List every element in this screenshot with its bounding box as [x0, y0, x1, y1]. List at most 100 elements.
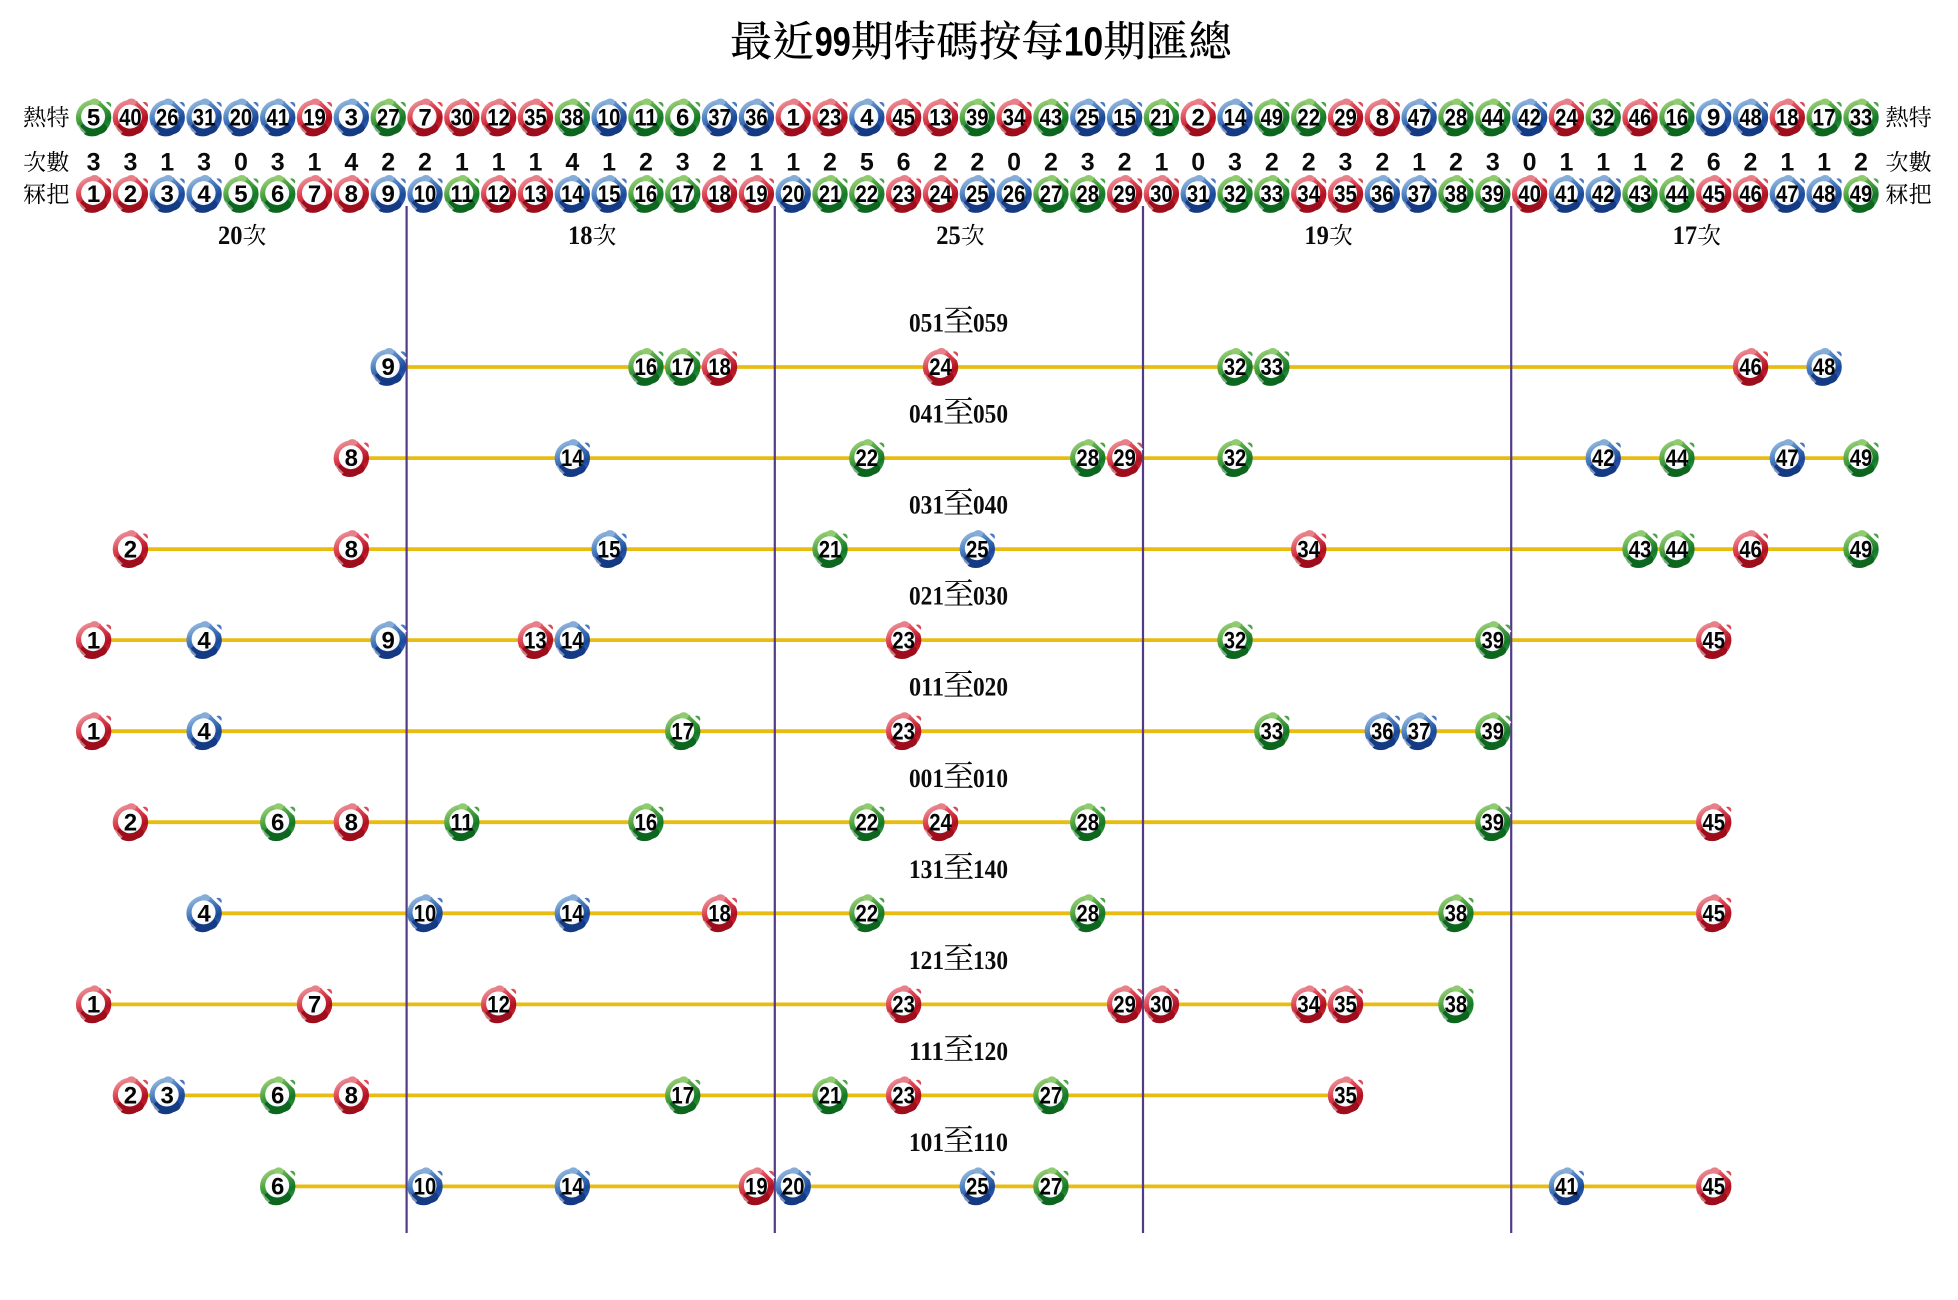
svg-text:20: 20 — [782, 1174, 805, 1201]
svg-text:050: 050 — [973, 400, 1008, 429]
svg-text:6: 6 — [271, 181, 284, 208]
svg-text:44: 44 — [1666, 536, 1689, 563]
svg-text:13: 13 — [929, 105, 952, 132]
svg-text:17: 17 — [671, 718, 694, 745]
svg-text:45: 45 — [1702, 181, 1725, 208]
svg-text:2: 2 — [1118, 149, 1132, 177]
svg-text:3: 3 — [87, 149, 101, 177]
svg-text:5: 5 — [860, 149, 874, 177]
svg-text:020: 020 — [973, 673, 1008, 702]
svg-text:5: 5 — [234, 181, 247, 208]
svg-text:2: 2 — [1375, 149, 1389, 177]
svg-text:9: 9 — [382, 627, 395, 654]
svg-text:38: 38 — [1445, 992, 1468, 1019]
svg-text:12: 12 — [487, 181, 510, 208]
svg-text:43: 43 — [1629, 536, 1652, 563]
svg-text:26: 26 — [156, 105, 179, 132]
svg-text:44: 44 — [1666, 445, 1689, 472]
svg-text:2: 2 — [124, 181, 137, 208]
svg-text:29: 29 — [1113, 445, 1136, 472]
svg-text:24: 24 — [929, 810, 952, 837]
svg-text:39: 39 — [1482, 810, 1505, 837]
svg-text:031: 031 — [909, 491, 944, 520]
svg-text:10: 10 — [414, 901, 437, 928]
svg-text:27: 27 — [1040, 1083, 1063, 1110]
svg-text:39: 39 — [1482, 181, 1505, 208]
svg-text:140: 140 — [973, 855, 1008, 884]
svg-text:2: 2 — [1670, 149, 1684, 177]
svg-text:3: 3 — [161, 181, 174, 208]
svg-text:1: 1 — [308, 149, 322, 177]
svg-text:1: 1 — [455, 149, 469, 177]
svg-text:1: 1 — [1780, 149, 1794, 177]
svg-text:1: 1 — [787, 105, 800, 132]
svg-text:0: 0 — [1191, 149, 1205, 177]
svg-text:8: 8 — [345, 536, 358, 563]
svg-text:39: 39 — [966, 105, 989, 132]
svg-text:45: 45 — [1702, 810, 1725, 837]
svg-text:42: 42 — [1518, 105, 1541, 132]
svg-text:41: 41 — [1555, 181, 1578, 208]
svg-text:22: 22 — [856, 445, 879, 472]
svg-text:49: 49 — [1261, 105, 1284, 132]
svg-text:8: 8 — [345, 181, 358, 208]
svg-text:44: 44 — [1666, 181, 1689, 208]
svg-text:35: 35 — [1334, 992, 1357, 1019]
svg-text:22: 22 — [1297, 105, 1320, 132]
svg-text:3: 3 — [197, 149, 211, 177]
svg-text:47: 47 — [1776, 181, 1799, 208]
svg-text:18: 18 — [708, 354, 731, 381]
svg-text:6: 6 — [271, 810, 284, 837]
svg-text:17: 17 — [671, 1083, 694, 1110]
svg-text:051: 051 — [909, 309, 944, 338]
svg-text:2: 2 — [713, 149, 727, 177]
svg-text:0: 0 — [1007, 149, 1021, 177]
svg-text:29: 29 — [1113, 181, 1136, 208]
svg-text:38: 38 — [1445, 181, 1468, 208]
svg-text:10: 10 — [1064, 19, 1104, 65]
svg-text:38: 38 — [561, 105, 584, 132]
svg-text:43: 43 — [1629, 181, 1652, 208]
svg-text:3: 3 — [345, 105, 358, 132]
svg-text:4: 4 — [197, 718, 211, 745]
svg-text:34: 34 — [1297, 992, 1320, 1019]
svg-text:1: 1 — [749, 149, 763, 177]
svg-text:2: 2 — [124, 536, 137, 563]
svg-text:6: 6 — [271, 1174, 284, 1201]
svg-text:36: 36 — [1371, 718, 1394, 745]
svg-text:1: 1 — [1559, 149, 1573, 177]
svg-text:24: 24 — [929, 181, 952, 208]
svg-text:22: 22 — [856, 901, 879, 928]
svg-text:42: 42 — [1592, 445, 1615, 472]
svg-text:19: 19 — [1304, 221, 1329, 250]
svg-text:25: 25 — [966, 181, 989, 208]
svg-text:46: 46 — [1739, 536, 1762, 563]
svg-text:0: 0 — [1523, 149, 1537, 177]
svg-text:15: 15 — [598, 536, 621, 563]
svg-text:2: 2 — [1302, 149, 1316, 177]
svg-text:1: 1 — [87, 718, 100, 745]
svg-text:28: 28 — [1076, 181, 1099, 208]
svg-text:19: 19 — [745, 181, 768, 208]
svg-text:6: 6 — [897, 149, 911, 177]
svg-text:33: 33 — [1850, 105, 1873, 132]
svg-text:2: 2 — [970, 149, 984, 177]
svg-text:5: 5 — [87, 105, 100, 132]
svg-text:1: 1 — [786, 149, 800, 177]
svg-text:26: 26 — [1003, 181, 1026, 208]
svg-text:010: 010 — [973, 764, 1008, 793]
svg-text:16: 16 — [635, 810, 658, 837]
svg-text:41: 41 — [266, 105, 289, 132]
svg-text:40: 40 — [119, 105, 142, 132]
svg-text:1: 1 — [528, 149, 542, 177]
svg-text:3: 3 — [1081, 149, 1095, 177]
svg-text:1: 1 — [87, 992, 100, 1019]
svg-text:8: 8 — [1376, 105, 1389, 132]
svg-text:34: 34 — [1003, 105, 1026, 132]
svg-text:15: 15 — [598, 181, 621, 208]
svg-text:20: 20 — [230, 105, 253, 132]
svg-text:38: 38 — [1445, 901, 1468, 928]
svg-text:28: 28 — [1076, 901, 1099, 928]
svg-text:111: 111 — [909, 1037, 944, 1066]
svg-text:39: 39 — [1482, 627, 1505, 654]
